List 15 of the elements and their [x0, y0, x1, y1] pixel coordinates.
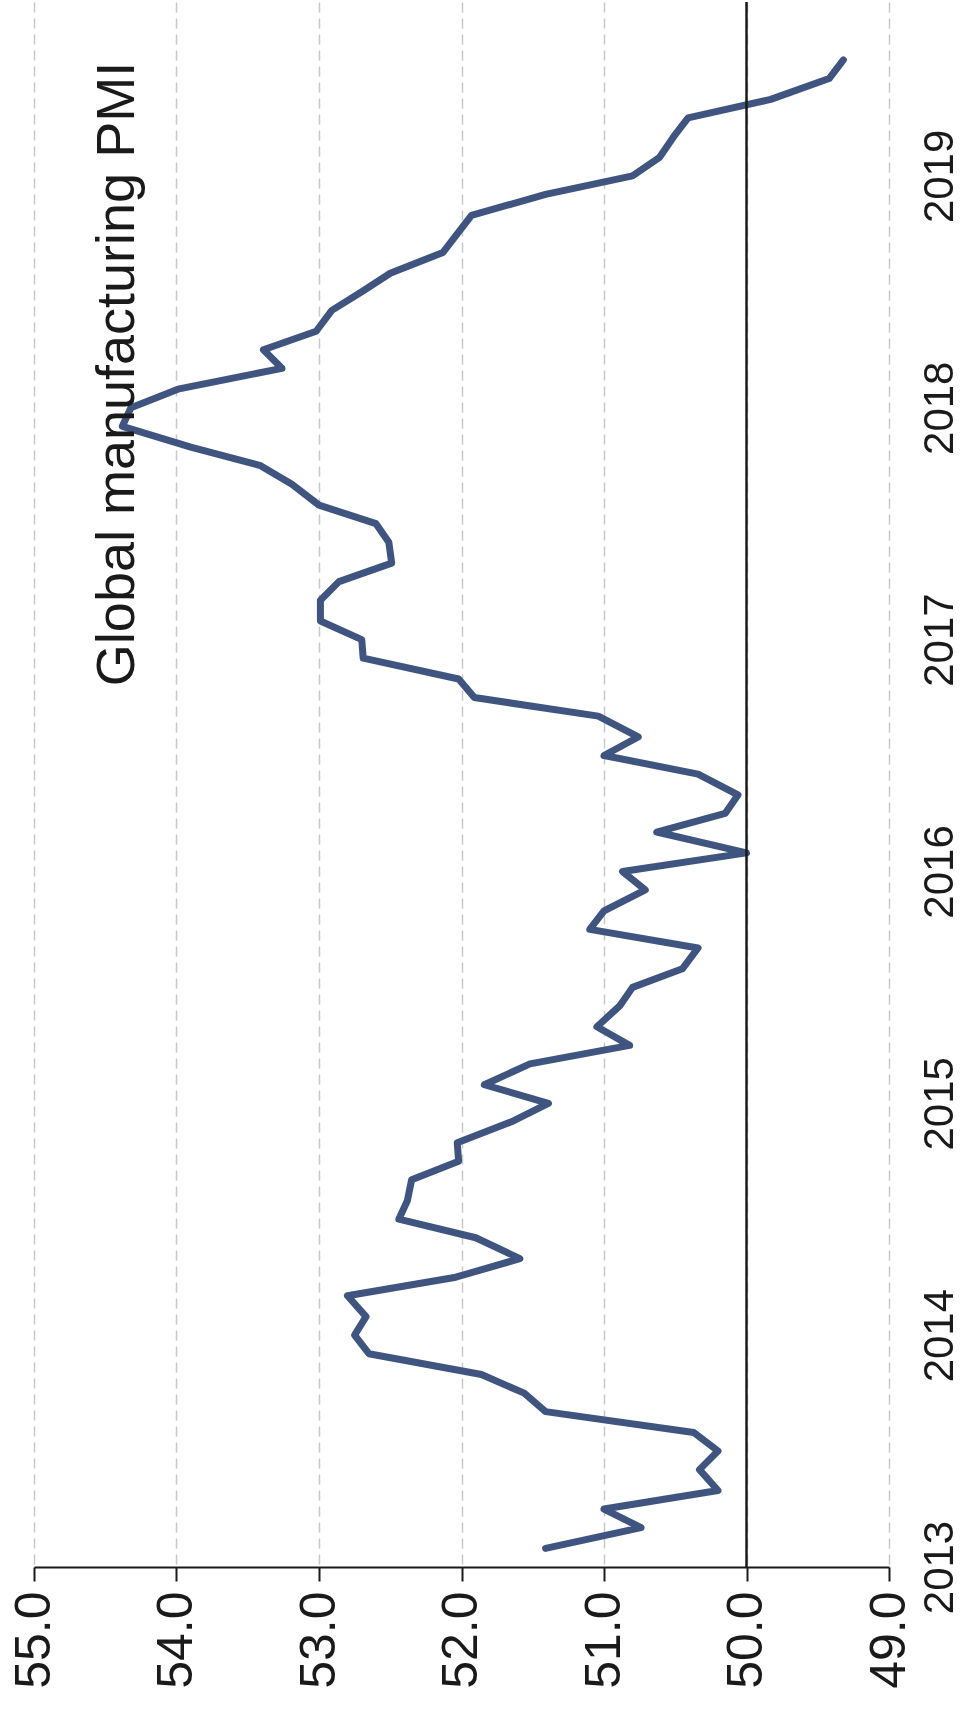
- x-tick-label: 54.0: [147, 1591, 203, 1689]
- x-tick-label: 53.0: [289, 1591, 346, 1689]
- y-tick-label: 2019: [914, 129, 962, 224]
- y-tick-label: 2016: [914, 825, 962, 919]
- y-tick-label: 2018: [914, 361, 962, 455]
- y-tick-label: 2017: [914, 593, 962, 687]
- y-tick-label: 2014: [914, 1288, 962, 1383]
- x-tick-label: 51.0: [574, 1591, 631, 1689]
- x-tick-label: 55.0: [4, 1591, 61, 1689]
- x-tick-label: 50.0: [717, 1591, 773, 1689]
- x-tick-label: 52.0: [432, 1591, 488, 1689]
- y-tick-label: 2013: [914, 1520, 962, 1615]
- y-tick-label: 2015: [914, 1057, 962, 1151]
- text: Global manufacturing PMI: [85, 61, 145, 687]
- x-tick-label: 49.0: [859, 1591, 916, 1689]
